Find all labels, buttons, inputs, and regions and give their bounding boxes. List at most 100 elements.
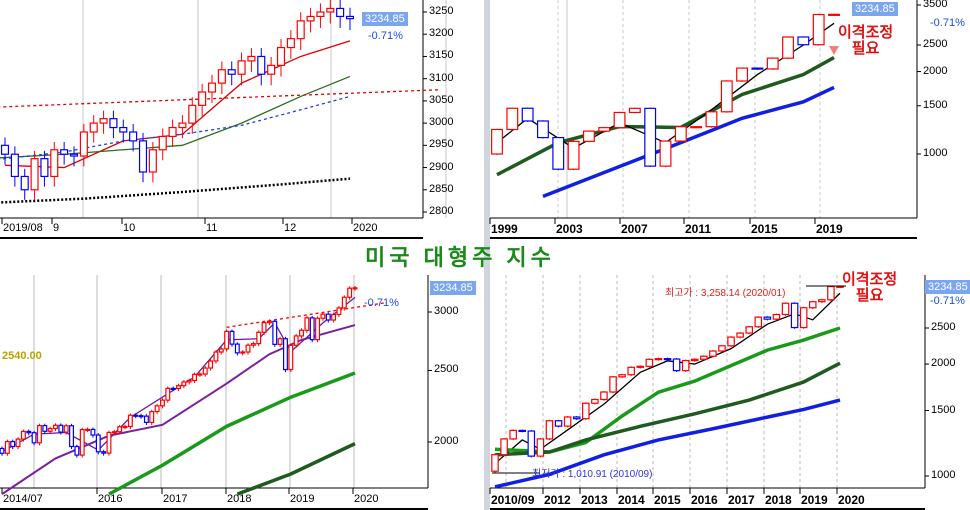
- candle: [267, 64, 276, 75]
- x-tick-label: 2014/07: [3, 493, 43, 505]
- line-ma-200: [0, 177, 351, 204]
- candle: [591, 398, 599, 404]
- x-tick-label: 10: [123, 222, 136, 234]
- candle: [552, 136, 565, 170]
- candle: [119, 126, 128, 133]
- candle: [266, 320, 272, 324]
- y-tick-label: 1000: [923, 147, 948, 159]
- candle: [69, 153, 79, 157]
- candle: [227, 69, 236, 75]
- candle: [261, 322, 267, 333]
- low-price-label: 최저가 : 1,010.91 (2010/09): [532, 469, 653, 480]
- candle: [572, 416, 581, 420]
- candle: [74, 445, 80, 456]
- note-line: 필요: [855, 287, 884, 304]
- last-price-badge: 3234.85: [430, 281, 476, 295]
- line-ma-green: [108, 371, 356, 496]
- candle: [718, 345, 726, 352]
- candle: [154, 405, 160, 413]
- x-tick-label: 2010/09: [491, 493, 535, 507]
- candle: [299, 329, 304, 337]
- candle: [122, 425, 128, 429]
- y-tick-label: 1000: [931, 469, 956, 481]
- candle: [188, 104, 197, 124]
- last-price-badge: 3234.85: [852, 2, 898, 16]
- side-value-label: 2540.00: [2, 350, 42, 362]
- y-tick-label: 3150: [429, 49, 454, 62]
- candle: [812, 13, 825, 46]
- candle: [202, 367, 208, 375]
- x-tick-label: 2019/08: [3, 222, 43, 234]
- candle: [213, 351, 219, 362]
- y-tick-label: 3200: [429, 27, 454, 40]
- x-tick-label: 2019: [816, 222, 843, 236]
- candle: [782, 36, 795, 59]
- candle: [582, 402, 590, 420]
- candle: [79, 131, 88, 157]
- candle: [4, 440, 10, 454]
- candle: [31, 432, 37, 444]
- candle: [309, 317, 315, 341]
- candle: [509, 429, 517, 440]
- candle: [326, 7, 335, 13]
- candle: [506, 107, 519, 131]
- candle: [325, 313, 331, 321]
- line-ma-darkgreen: [494, 361, 841, 457]
- x-tick-label: 2013: [581, 493, 608, 507]
- change-percent: -0.71%: [930, 17, 965, 29]
- high-price-label: 최고가 : 3,258.14 (2020/01): [665, 288, 786, 299]
- y-tick-label: 2000: [923, 64, 948, 77]
- candle: [101, 451, 107, 454]
- x-tick-label: 2007: [621, 222, 648, 236]
- candle: [336, 307, 342, 316]
- candle: [15, 438, 21, 448]
- x-tick-label: 2012: [544, 493, 571, 507]
- line-ma-mid: [0, 75, 351, 159]
- candle: [681, 359, 690, 372]
- y-tick-label: 1500: [923, 98, 948, 111]
- candle: [79, 428, 85, 456]
- candle: [500, 438, 508, 456]
- candle: [10, 153, 19, 178]
- candle: [109, 118, 118, 129]
- candle: [491, 454, 499, 472]
- x-tick-label: 2016: [98, 493, 123, 505]
- candle: [567, 140, 580, 170]
- candle: [720, 80, 733, 113]
- note-line: 이격조정: [842, 271, 898, 288]
- candle: [90, 428, 96, 436]
- x-tick-label: 11: [206, 222, 218, 234]
- x-tick-label: 2019: [290, 493, 315, 505]
- candle: [582, 130, 595, 142]
- x-tick-label: 2015: [751, 222, 778, 236]
- candle: [654, 358, 663, 361]
- candle: [207, 82, 217, 93]
- note-line: 이격조정: [838, 24, 894, 41]
- candle: [240, 351, 246, 354]
- y-tick-label: 3000: [429, 116, 454, 129]
- candle: [672, 358, 681, 372]
- candle: [53, 424, 58, 430]
- candle: [20, 430, 26, 440]
- candle: [754, 316, 763, 328]
- candle: [138, 415, 144, 418]
- candle: [282, 338, 288, 371]
- candle: [521, 107, 534, 122]
- candle: [296, 20, 305, 40]
- annotation-note: 이격조정 필요: [842, 272, 897, 304]
- candle: [828, 13, 840, 16]
- candle: [117, 426, 123, 433]
- candle: [149, 410, 155, 424]
- change-percent: -0.71%: [930, 295, 965, 307]
- candle: [95, 434, 101, 453]
- x-tick-label: 2016: [691, 493, 718, 507]
- candle: [536, 120, 549, 139]
- candle: [229, 330, 235, 345]
- candle: [827, 285, 835, 301]
- candle: [818, 299, 826, 303]
- line-ma-short: [4, 40, 351, 169]
- candle: [99, 118, 108, 124]
- candle: [224, 330, 230, 350]
- change-percent: -0.71%: [368, 30, 403, 42]
